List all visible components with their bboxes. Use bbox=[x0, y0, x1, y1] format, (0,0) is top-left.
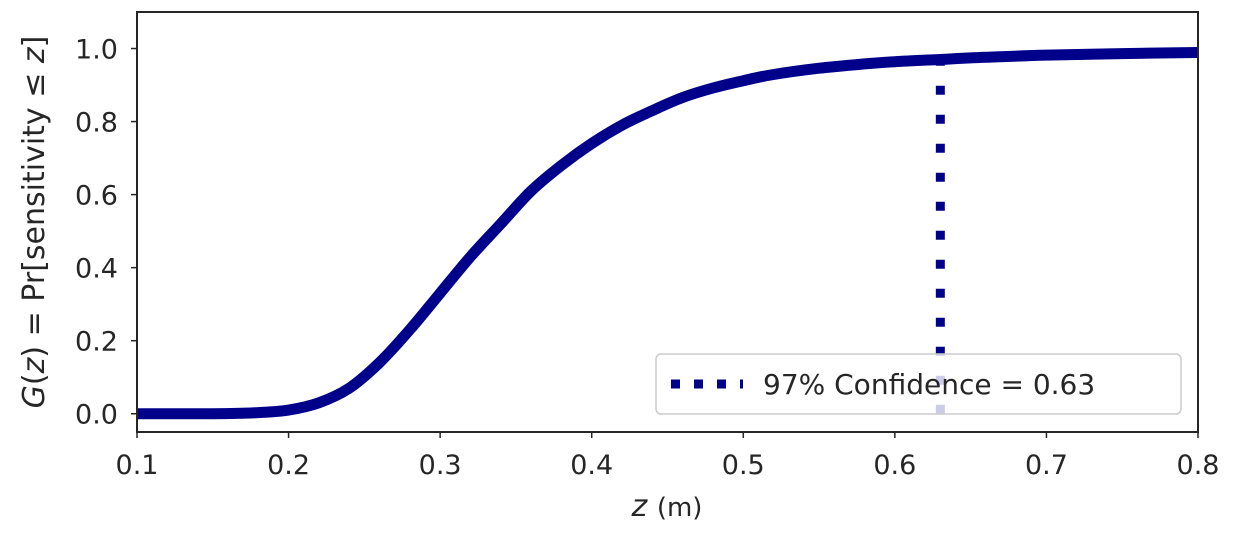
legend-label: 97% Confidence = 0.63 bbox=[763, 368, 1095, 401]
y-axis-label-open: ( bbox=[17, 373, 52, 385]
y-axis-label-close: ) bbox=[17, 346, 52, 358]
x-axis-label-var: z bbox=[631, 489, 649, 524]
x-tick-label: 0.7 bbox=[1025, 450, 1068, 481]
x-tick-label: 0.4 bbox=[570, 450, 613, 481]
x-axis-label-space bbox=[647, 489, 657, 524]
x-tick-label: 0.6 bbox=[873, 450, 916, 481]
y-tick-label: 1.0 bbox=[75, 35, 118, 66]
x-tick-label: 0.5 bbox=[722, 450, 765, 481]
y-tick-label: 0.4 bbox=[75, 254, 118, 285]
x-tick-label: 0.2 bbox=[267, 450, 310, 481]
legend: 97% Confidence = 0.63 bbox=[655, 353, 1182, 415]
x-axis-label: z (m) bbox=[631, 489, 703, 524]
x-axis-label-unit: (m) bbox=[657, 493, 703, 523]
y-axis-label-mid: = Pr[sensitivity ≤ bbox=[17, 63, 52, 346]
y-axis-label-end: ] bbox=[17, 36, 52, 48]
y-tick-label: 0.6 bbox=[75, 181, 118, 212]
x-tick-label: 0.1 bbox=[116, 450, 159, 481]
x-tick-label: 0.8 bbox=[1177, 450, 1220, 481]
y-tick-label: 0.0 bbox=[75, 400, 118, 431]
y-tick-label: 0.8 bbox=[75, 108, 118, 139]
x-axis-ticks: 0.1 0.2 0.3 0.4 0.5 0.6 0.7 0.8 bbox=[116, 432, 1220, 481]
legend-box bbox=[655, 353, 1182, 415]
y-axis-label-z2: z bbox=[17, 46, 52, 64]
cdf-curve bbox=[136, 47, 1199, 420]
y-axis-ticks: 0.0 0.2 0.4 0.6 0.8 1.0 bbox=[75, 35, 137, 431]
y-tick-label: 0.2 bbox=[75, 327, 118, 358]
y-axis-label-g: G bbox=[17, 385, 52, 408]
axes-frame bbox=[136, 11, 1199, 433]
x-tick-label: 0.3 bbox=[419, 450, 462, 481]
y-axis-label: G(z) = Pr[sensitivity ≤ z] bbox=[17, 36, 52, 409]
y-axis-label-z: z bbox=[17, 356, 52, 374]
